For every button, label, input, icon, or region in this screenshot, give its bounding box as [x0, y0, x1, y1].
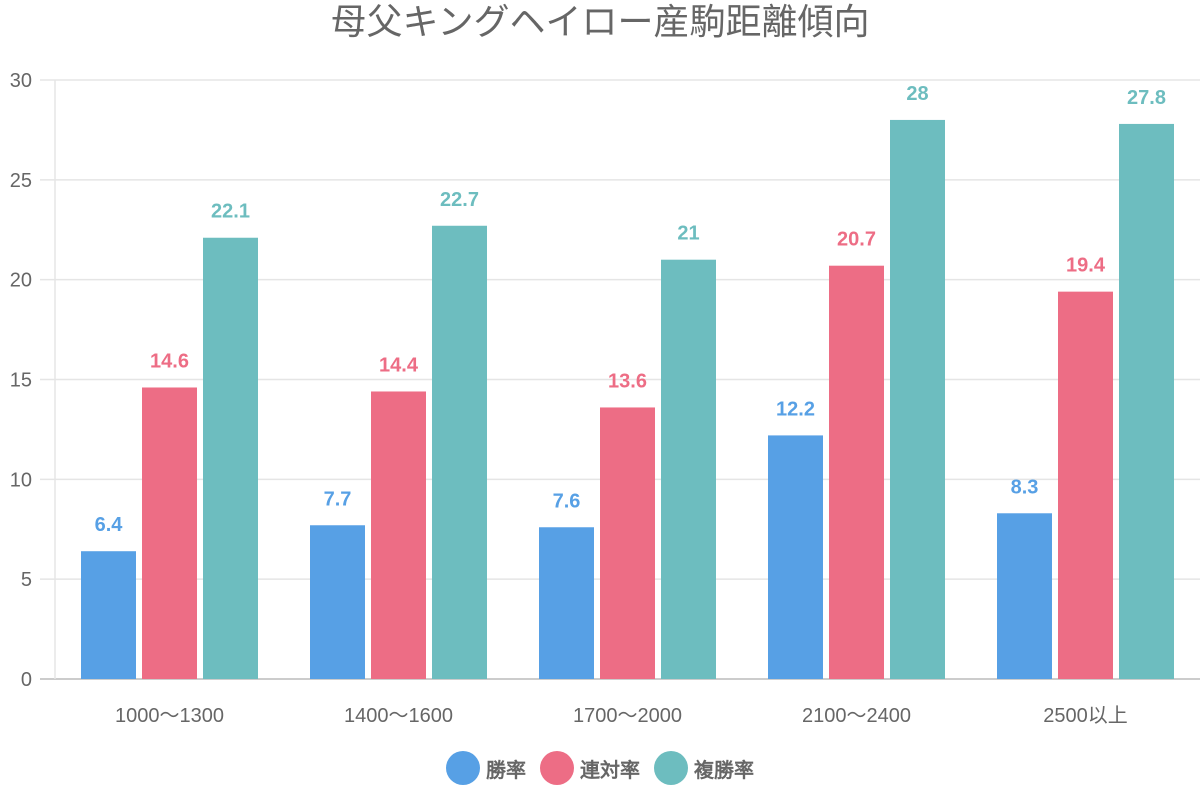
legend-item[interactable]: 勝率 — [446, 751, 526, 785]
y-tick-label: 10 — [10, 469, 32, 491]
data-label: 12.2 — [776, 398, 815, 420]
bar — [203, 237, 258, 679]
legend-swatch-icon — [654, 751, 688, 785]
x-tick-label: 2100〜2400 — [802, 705, 911, 727]
bar — [890, 119, 945, 679]
bar — [142, 387, 197, 679]
data-label: 27.8 — [1127, 87, 1166, 109]
bar — [768, 435, 823, 679]
legend-swatch-icon — [540, 751, 574, 785]
chart-title: 母父キングヘイロー産駒距離傾向 — [330, 2, 870, 43]
bar — [432, 225, 487, 680]
bar — [1058, 291, 1113, 679]
y-tick-label: 30 — [10, 70, 32, 92]
legend-label: 複勝率 — [694, 757, 754, 782]
x-tick-label: 1400〜1600 — [344, 705, 453, 727]
y-axis-ticks: 0 5 10 15 20 25 30 — [10, 70, 32, 691]
legend-item[interactable]: 連対率 — [540, 751, 640, 785]
data-label: 21 — [677, 223, 699, 245]
bars — [81, 119, 1174, 680]
x-axis-ticks: 1000〜1300 1400〜1600 1700〜2000 2100〜2400 2500… — [115, 704, 1128, 727]
legend-swatch-icon — [446, 751, 480, 785]
bar — [310, 525, 365, 679]
data-label: 14.6 — [150, 350, 189, 372]
y-tick-label: 15 — [10, 370, 32, 392]
legend: 勝率 連対率 複勝率 — [0, 748, 1200, 788]
data-label: 7.7 — [324, 488, 352, 510]
bar — [81, 551, 136, 679]
bar — [661, 259, 716, 679]
bar — [1119, 123, 1174, 680]
bar — [539, 527, 594, 679]
data-label: 28 — [906, 83, 928, 105]
y-tick-label: 0 — [21, 669, 32, 691]
legend-label: 連対率 — [580, 757, 640, 782]
x-tick-label: 2500以上 — [1043, 704, 1128, 727]
legend-item[interactable]: 複勝率 — [654, 751, 754, 785]
data-labels: 6.4 14.6 22.1 7.7 14.4 22.7 7.6 13.6 21 12.2 20.7 2… — [95, 83, 1166, 536]
y-tick-label: 20 — [10, 270, 32, 292]
bar — [600, 407, 655, 679]
y-tick-label: 25 — [10, 170, 32, 192]
data-label: 19.4 — [1066, 255, 1106, 277]
x-tick-label: 1000〜1300 — [115, 705, 224, 727]
data-label: 22.7 — [440, 189, 479, 211]
bar — [997, 513, 1052, 679]
data-label: 13.6 — [608, 370, 647, 392]
data-label: 22.1 — [211, 201, 250, 223]
data-label: 14.4 — [379, 354, 419, 376]
data-label: 6.4 — [95, 514, 124, 536]
bar — [829, 265, 884, 679]
bar — [371, 391, 426, 679]
x-tick-label: 1700〜2000 — [573, 705, 682, 727]
data-label: 20.7 — [837, 229, 876, 251]
legend-label: 勝率 — [486, 757, 526, 782]
data-label: 8.3 — [1011, 476, 1039, 498]
data-label: 7.6 — [553, 490, 581, 512]
y-tick-label: 5 — [21, 569, 32, 591]
